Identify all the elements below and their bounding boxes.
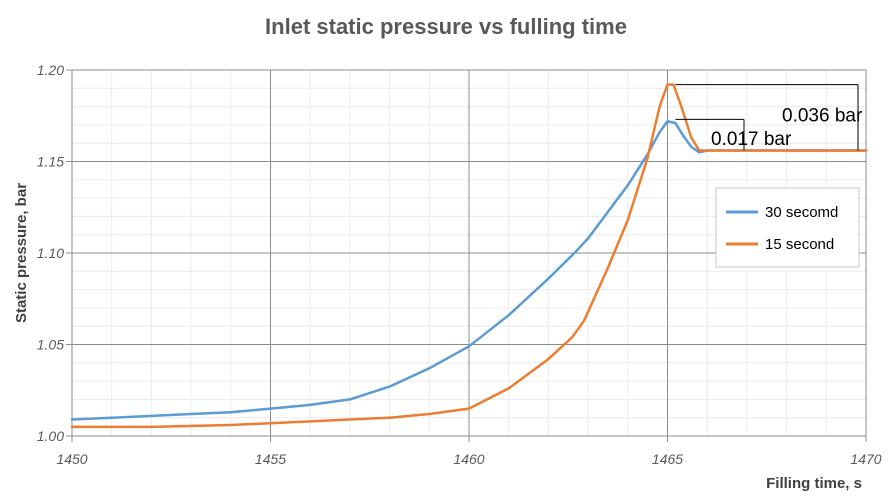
chart-title: Inlet static pressure vs fulling time xyxy=(265,14,627,39)
y-axis-ticks: 1.00 1.05 1.10 1.15 1.20 xyxy=(37,62,64,444)
y-tick-label: 1.05 xyxy=(37,337,64,353)
x-tick-label: 1455 xyxy=(255,451,286,467)
x-tick-label: 1470 xyxy=(850,451,881,467)
legend-label: 15 second xyxy=(765,236,834,253)
x-tick-label: 1450 xyxy=(56,451,87,467)
annotation-label: 0.017 bar xyxy=(711,129,792,150)
y-tick-label: 1.15 xyxy=(37,154,64,170)
x-axis-label: Filling time, s xyxy=(766,475,862,492)
major-grid xyxy=(66,69,867,442)
series-line-2 xyxy=(70,83,868,429)
annotation-label: 0.036 bar xyxy=(782,105,863,126)
x-tick-label: 1465 xyxy=(652,451,683,467)
y-tick-label: 1.20 xyxy=(37,62,64,78)
legend: 30 secomd 15 second xyxy=(715,187,860,268)
legend-box xyxy=(715,187,860,268)
legend-label: 30 secomd xyxy=(765,204,838,221)
x-axis-ticks: 1450 1455 1460 1465 1470 xyxy=(56,451,881,467)
x-tick-label: 1460 xyxy=(453,451,484,467)
y-tick-label: 1.00 xyxy=(37,428,64,444)
y-axis-label: Static pressure, bar xyxy=(13,183,30,323)
annotations: 0.036 bar 0.017 bar xyxy=(675,84,863,151)
series-lines xyxy=(70,83,868,429)
y-tick-label: 1.10 xyxy=(37,245,64,261)
